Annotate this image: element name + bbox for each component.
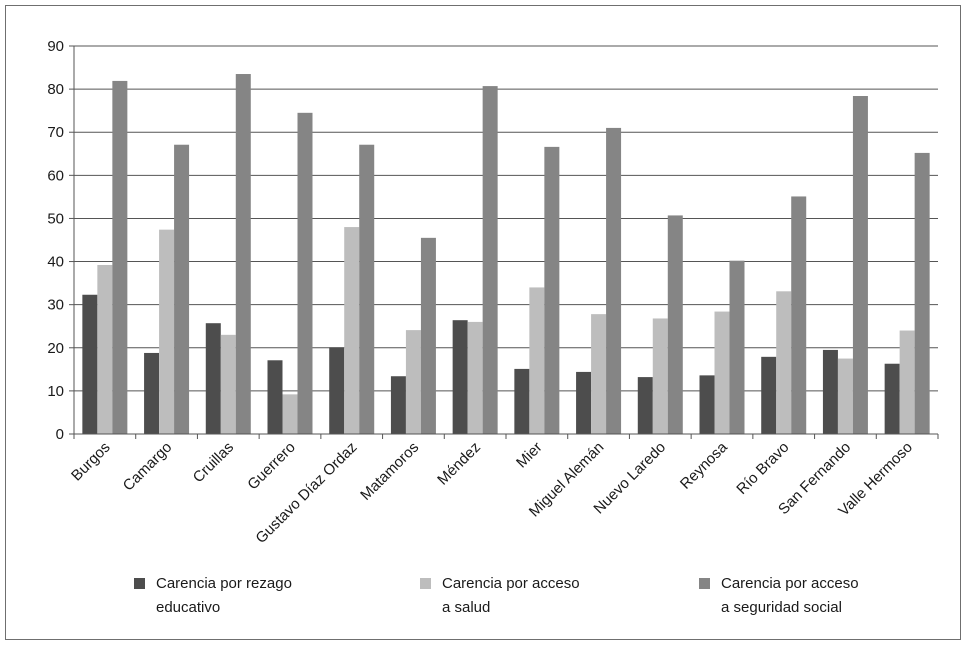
gridlines [74, 45, 938, 392]
legend-swatch [699, 578, 710, 589]
x-tick-label: Guerrero [244, 439, 298, 493]
bar [112, 80, 128, 435]
y-tick-label: 30 [47, 297, 64, 314]
bar [652, 318, 668, 434]
legend-label: Carencia por rezago [156, 575, 292, 592]
bar [329, 347, 345, 434]
bar [884, 363, 900, 434]
bar [420, 237, 436, 434]
y-tick-label: 80 [47, 81, 64, 98]
bar [667, 215, 683, 434]
x-tick-label: Gustavo Díaz Ordaz [252, 439, 360, 547]
legend-item: Carencia por acceso a salud [420, 575, 580, 616]
bar [729, 260, 745, 434]
legend-label: educativo [156, 599, 220, 616]
bar [852, 96, 868, 435]
bar [914, 152, 930, 434]
legend-swatch [420, 578, 431, 589]
legend-label: a salud [442, 599, 490, 616]
bar [776, 291, 792, 434]
bar [699, 375, 715, 434]
bar [82, 294, 98, 434]
axes [69, 45, 939, 439]
legend-label: Carencia por acceso [721, 575, 859, 592]
bar [297, 112, 313, 435]
bar [235, 74, 251, 435]
chart-frame: 0 10 20 30 40 50 60 70 80 90 Burgos Camargo Cruilla… [5, 5, 961, 640]
x-tick-label: Camargo [120, 439, 176, 495]
bar [97, 265, 113, 434]
x-tick-label: Burgos [68, 439, 114, 485]
x-tick-label: Matamoros [357, 439, 422, 504]
bar [714, 311, 730, 434]
y-tick-label: 50 [47, 210, 64, 227]
bar [452, 320, 468, 434]
bar [174, 144, 190, 435]
bar [144, 352, 160, 434]
bar [529, 287, 545, 434]
x-tick-label: Río Bravo [733, 439, 792, 498]
x-tick-label: Mier [513, 439, 546, 472]
bar [576, 371, 592, 434]
bar [205, 323, 221, 434]
bar [514, 368, 530, 434]
y-tick-label: 20 [47, 340, 64, 357]
bar [791, 196, 807, 434]
bar [159, 229, 175, 434]
y-tick-labels: 0 10 20 30 40 50 60 70 80 90 [47, 38, 64, 443]
x-tick-label: Reynosa [677, 438, 731, 492]
y-tick-label: 60 [47, 167, 64, 184]
bar-chart: 0 10 20 30 40 50 60 70 80 90 Burgos Camargo Cruilla… [47, 38, 939, 616]
bar [591, 314, 607, 434]
bar [405, 330, 421, 434]
legend-item: Carencia por rezago educativo [134, 575, 292, 616]
bar [761, 356, 777, 434]
bars [82, 74, 930, 435]
bar [267, 360, 283, 434]
legend-label: a seguridad social [721, 599, 842, 616]
bar [837, 358, 853, 434]
x-tick-label: Cruillas [190, 439, 237, 486]
y-tick-label: 0 [56, 426, 64, 443]
bar [467, 321, 483, 434]
legend-swatch [134, 578, 145, 589]
bar [220, 334, 236, 434]
y-tick-label: 90 [47, 38, 64, 55]
bar [344, 227, 360, 434]
bar [544, 146, 560, 434]
x-tick-label: Méndez [434, 439, 484, 489]
bar [899, 330, 915, 434]
legend-item: Carencia por acceso a seguridad social [699, 575, 859, 616]
bar [482, 86, 498, 435]
bar [282, 394, 298, 434]
y-tick-label: 10 [47, 383, 64, 400]
bar [637, 377, 653, 434]
bar [359, 144, 375, 435]
bar [822, 349, 838, 434]
bar [390, 376, 406, 434]
bar [606, 127, 622, 435]
legend-label: Carencia por acceso [442, 575, 580, 592]
y-tick-label: 40 [47, 254, 64, 271]
y-tick-label: 70 [47, 124, 64, 141]
